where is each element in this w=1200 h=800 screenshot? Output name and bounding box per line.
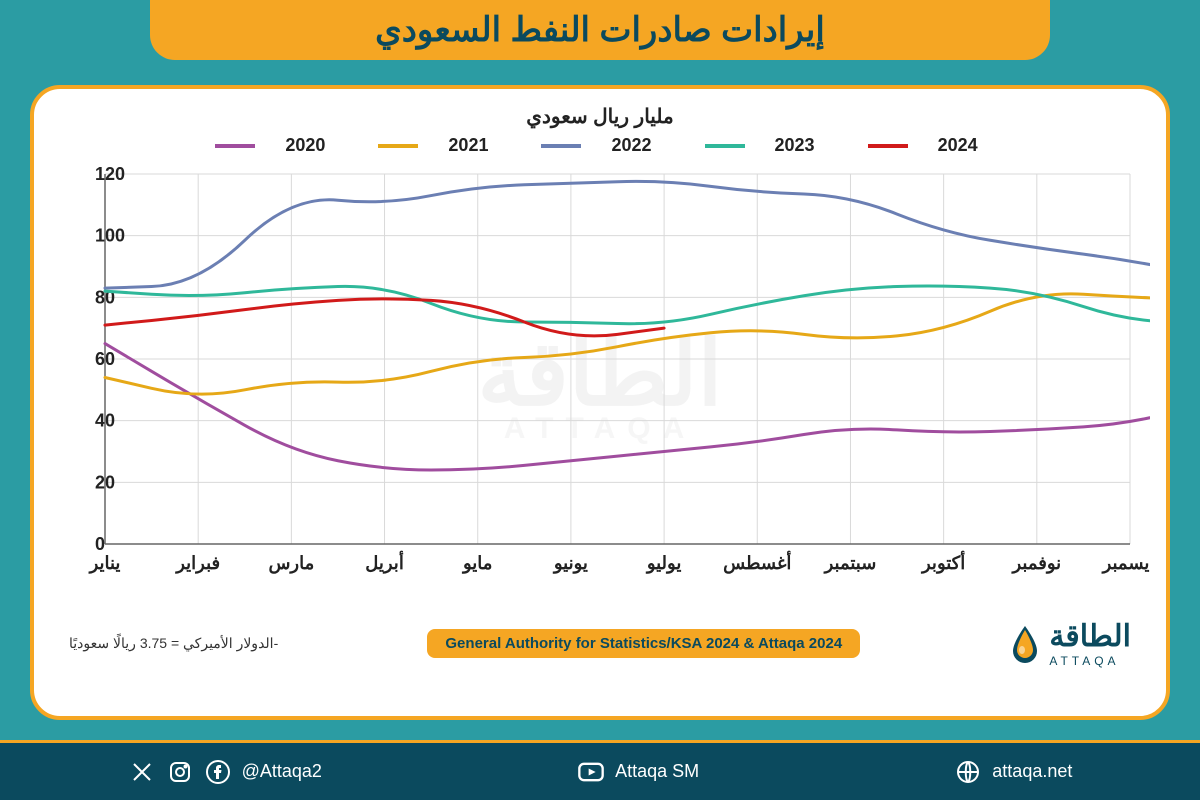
youtube-group: Attaqa SM	[577, 758, 699, 786]
youtube-icon	[577, 758, 605, 786]
x-icon	[128, 758, 156, 786]
instagram-icon	[166, 758, 194, 786]
drop-icon	[1009, 624, 1041, 664]
svg-text:100: 100	[95, 226, 125, 246]
legend-item: 2021	[370, 135, 503, 155]
svg-text:يونيو: يونيو	[552, 553, 588, 574]
svg-text:مايو: مايو	[461, 553, 492, 574]
line-chart-svg: 020406080100120ينايرفبرايرمارسأبريلمايوي…	[50, 164, 1150, 584]
attaqa-logo: الطاقة ATTAQA	[1009, 619, 1131, 668]
footer-bar: @Attaqa2 Attaqa SM attaqa.net	[0, 740, 1200, 800]
source-strip: General Authority for Statistics/KSA 202…	[427, 629, 860, 658]
legend-label: 2020	[285, 135, 325, 155]
legend-swatch	[215, 144, 255, 148]
svg-text:سبتمبر: سبتمبر	[823, 553, 877, 574]
legend-swatch	[705, 144, 745, 148]
legend-label: 2023	[775, 135, 815, 155]
panel-footer-row: -الدولار الأميركي = 3.75 ريالًا سعوديًا …	[59, 619, 1141, 668]
legend-label: 2022	[611, 135, 651, 155]
legend-label: 2021	[448, 135, 488, 155]
youtube-label: Attaqa SM	[615, 761, 699, 782]
social-handle: @Attaqa2	[242, 761, 322, 782]
svg-text:أبريل: أبريل	[365, 551, 404, 574]
svg-text:فبراير: فبراير	[174, 553, 220, 574]
chart-panel: مليار ريال سعودي 2020 2021 2022 2023 2024 ال…	[30, 85, 1170, 720]
svg-text:نوفمبر: نوفمبر	[1010, 553, 1061, 574]
globe-icon	[954, 758, 982, 786]
svg-text:120: 120	[95, 164, 125, 184]
logo-subtext: ATTAQA	[1049, 654, 1131, 668]
svg-text:يناير: يناير	[88, 553, 121, 574]
social-handle-group: @Attaqa2	[128, 758, 322, 786]
chart-area: الطاقة ATTAQA 020406080100120ينايرفبراير…	[70, 164, 1130, 584]
website-group: attaqa.net	[954, 758, 1072, 786]
legend-item: 2023	[697, 135, 830, 155]
svg-text:0: 0	[95, 534, 105, 554]
legend-swatch	[868, 144, 908, 148]
legend: 2020 2021 2022 2023 2024	[59, 135, 1141, 156]
svg-text:أغسطس: أغسطس	[723, 551, 791, 574]
chart-title: إيرادات صادرات النفط السعودي	[180, 10, 1020, 50]
legend-item: 2020	[207, 135, 340, 155]
legend-swatch	[541, 144, 581, 148]
legend-item: 2022	[533, 135, 666, 155]
svg-text:أكتوبر: أكتوبر	[920, 551, 965, 574]
legend-item: 2024	[860, 135, 993, 155]
svg-text:مارس: مارس	[268, 553, 314, 574]
website-label: attaqa.net	[992, 761, 1072, 782]
svg-text:ديسمبر: ديسمبر	[1101, 553, 1150, 574]
logo-text: الطاقة	[1049, 619, 1131, 654]
title-bar: إيرادات صادرات النفط السعودي	[150, 0, 1050, 60]
svg-text:يوليو: يوليو	[645, 553, 682, 574]
exchange-note: -الدولار الأميركي = 3.75 ريالًا سعوديًا	[69, 635, 278, 652]
legend-label: 2024	[938, 135, 978, 155]
facebook-icon	[204, 758, 232, 786]
legend-swatch	[378, 144, 418, 148]
chart-subtitle: مليار ريال سعودي	[59, 104, 1141, 129]
